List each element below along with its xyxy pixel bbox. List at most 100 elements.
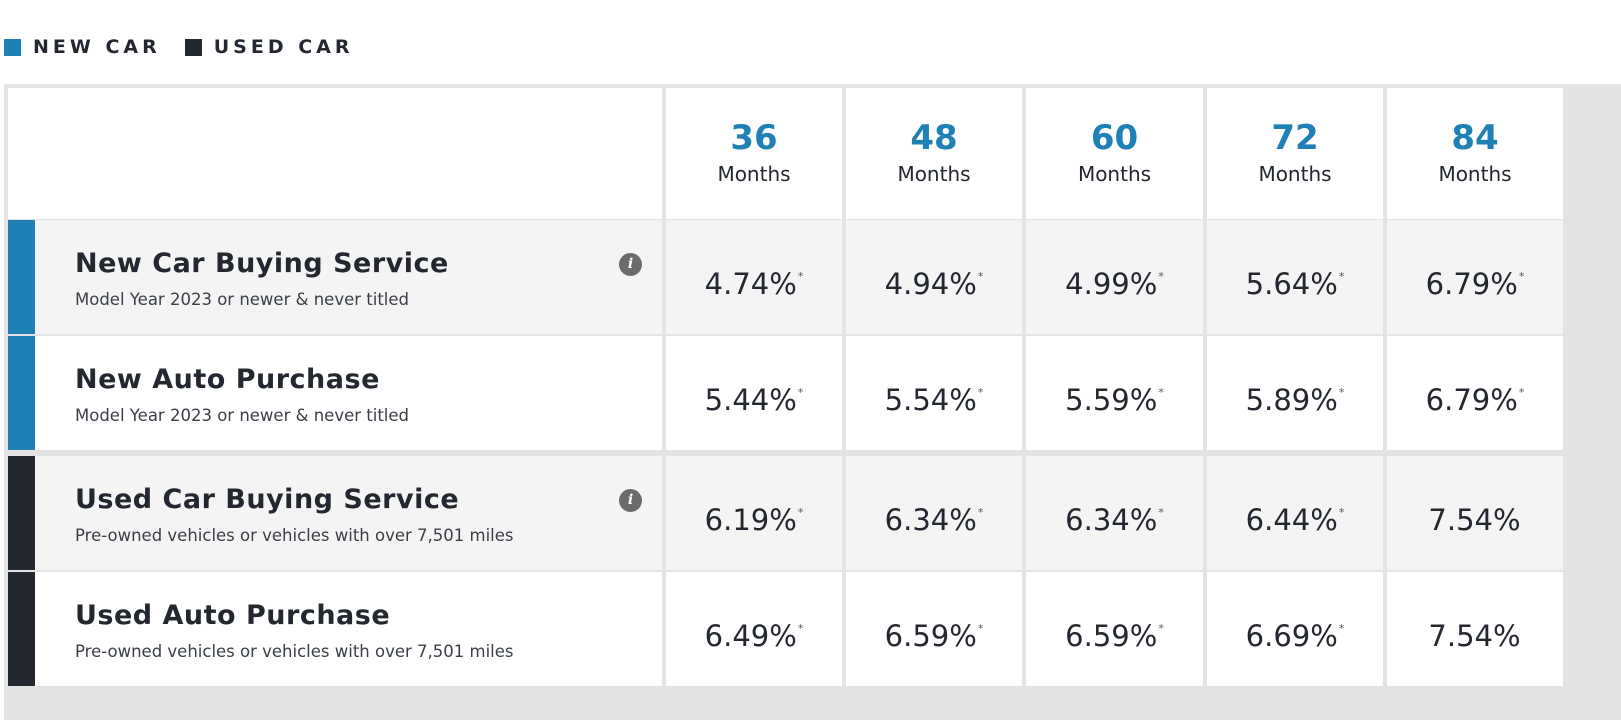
- term-months-number: 36: [730, 118, 778, 158]
- rate-cell: 4.99%*: [1026, 220, 1203, 334]
- info-icon[interactable]: i: [619, 489, 642, 512]
- rate-cell: 7.54%: [1387, 456, 1563, 570]
- rate-footnote-marker: *: [797, 386, 804, 399]
- row-title: Used Auto Purchase: [75, 600, 391, 631]
- rate-cell: 4.74%*: [666, 220, 842, 334]
- rate-value: 6.79%: [1425, 383, 1518, 417]
- rate-cell: 5.54%*: [846, 336, 1022, 450]
- rate-cell: 6.79%*: [1387, 220, 1563, 334]
- row-group-bar-new: [8, 336, 35, 450]
- legend-swatch-new-car: [4, 38, 21, 56]
- rate-footnote-marker: *: [1518, 386, 1525, 399]
- rate-footnote-marker: *: [1338, 622, 1345, 635]
- rate-value: 4.74%: [704, 267, 797, 301]
- term-months-label: Months: [1258, 162, 1332, 186]
- rate-value: 6.19%: [704, 503, 797, 537]
- rate-footnote-marker: *: [797, 506, 804, 519]
- rate-cell: 6.59%*: [846, 572, 1022, 686]
- table-row-label: New Car Buying Service Model Year 2023 or…: [8, 220, 662, 334]
- row-subtitle: Model Year 2023 or newer & never titled: [75, 406, 410, 425]
- rate-cell: 5.44%*: [666, 336, 842, 450]
- rate-footnote-marker: *: [797, 622, 804, 635]
- rate-cell: 6.34%*: [846, 456, 1022, 570]
- rate-cell: 5.64%*: [1207, 220, 1383, 334]
- term-months-number: 48: [910, 118, 958, 158]
- row-group-bar-new: [8, 220, 35, 334]
- term-header-0: 36 Months: [666, 88, 842, 219]
- term-months-label: Months: [717, 162, 791, 186]
- rate-footnote-marker: *: [797, 270, 804, 283]
- term-months-number: 60: [1090, 118, 1139, 158]
- rate-value: 6.34%: [1065, 503, 1158, 537]
- row-title: New Auto Purchase: [75, 364, 380, 395]
- table-row-label: Used Car Buying Service Pre-owned vehicle…: [8, 456, 662, 570]
- legend-label-used-car: USED CAR: [213, 36, 354, 58]
- legend: NEW CAR USED CAR: [4, 36, 378, 58]
- rate-cell: 6.79%*: [1387, 336, 1563, 450]
- rate-value: 6.79%: [1425, 267, 1518, 301]
- rate-footnote-marker: *: [1518, 270, 1525, 283]
- rate-footnote-marker: *: [1338, 386, 1345, 399]
- table-row-label: New Auto Purchase Model Year 2023 or newe…: [8, 336, 662, 450]
- rate-footnote-marker: *: [1158, 386, 1164, 399]
- rate-value: 6.44%: [1245, 503, 1338, 537]
- rate-footnote-marker: *: [977, 622, 984, 635]
- rate-value: 5.89%: [1245, 383, 1338, 417]
- info-icon[interactable]: i: [619, 253, 642, 276]
- legend-label-new-car: NEW CAR: [33, 36, 161, 58]
- rate-footnote-marker: *: [1158, 506, 1164, 519]
- rate-value: 7.54%: [1428, 619, 1521, 653]
- term-header-2: 60 Months: [1026, 88, 1203, 219]
- term-header-4: 84 Months: [1387, 88, 1563, 219]
- rate-footnote-marker: *: [1338, 270, 1345, 283]
- term-months-label: Months: [897, 162, 971, 186]
- legend-item-used-car: USED CAR: [184, 36, 354, 58]
- rate-cell: 5.89%*: [1207, 336, 1383, 450]
- rate-value: 4.94%: [884, 267, 977, 301]
- rate-cell: 5.59%*: [1026, 336, 1203, 450]
- rate-value: 5.44%: [704, 383, 797, 417]
- rate-footnote-marker: *: [1158, 270, 1164, 283]
- term-months-number: 72: [1271, 118, 1319, 158]
- rate-value: 6.49%: [704, 619, 797, 653]
- row-title: New Car Buying Service: [75, 248, 449, 279]
- row-group-bar-used: [8, 456, 35, 570]
- rate-value: 6.59%: [1065, 619, 1158, 653]
- row-subtitle: Pre-owned vehicles or vehicles with over…: [75, 526, 514, 545]
- rate-value: 6.69%: [1245, 619, 1338, 653]
- rate-cell: 4.94%*: [846, 220, 1022, 334]
- legend-swatch-used-car: [184, 38, 202, 56]
- row-subtitle: Pre-owned vehicles or vehicles with over…: [75, 642, 514, 661]
- rate-cell: 6.44%*: [1207, 456, 1383, 570]
- rate-cell: 6.49%*: [666, 572, 842, 686]
- rate-cell: 7.54%: [1387, 572, 1563, 686]
- row-title: Used Car Buying Service: [75, 484, 460, 515]
- rate-value: 5.54%: [884, 383, 977, 417]
- rate-footnote-marker: *: [977, 506, 984, 519]
- rate-footnote-marker: *: [1338, 506, 1345, 519]
- rate-value: 5.59%: [1065, 383, 1158, 417]
- rate-value: 6.34%: [884, 503, 977, 537]
- rates-table: 36 Months 48 Months 60 Months 72 Months 84 Months…: [4, 84, 1621, 720]
- rate-cell: 6.69%*: [1207, 572, 1383, 686]
- term-header-3: 72 Months: [1207, 88, 1383, 219]
- rate-value: 7.54%: [1428, 503, 1521, 537]
- rate-footnote-marker: *: [977, 270, 984, 283]
- rate-cell: 6.59%*: [1026, 572, 1203, 686]
- rate-value: 5.64%: [1245, 267, 1338, 301]
- table-row-label: Used Auto Purchase Pre-owned vehicles or …: [8, 572, 662, 686]
- rate-cell: 6.19%*: [666, 456, 842, 570]
- legend-item-new-car: NEW CAR: [4, 36, 161, 58]
- row-group-bar-used: [8, 572, 35, 686]
- rate-value: 6.59%: [884, 619, 977, 653]
- rate-footnote-marker: *: [977, 386, 984, 399]
- term-months-label: Months: [1077, 162, 1152, 186]
- table-header-corner: [8, 88, 662, 219]
- row-subtitle: Model Year 2023 or newer & never titled: [75, 290, 410, 309]
- rate-cell: 6.34%*: [1026, 456, 1203, 570]
- rate-value: 4.99%: [1065, 267, 1158, 301]
- rate-footnote-marker: *: [1158, 622, 1164, 635]
- term-months-number: 84: [1451, 118, 1499, 158]
- term-header-1: 48 Months: [846, 88, 1022, 219]
- term-months-label: Months: [1438, 162, 1512, 186]
